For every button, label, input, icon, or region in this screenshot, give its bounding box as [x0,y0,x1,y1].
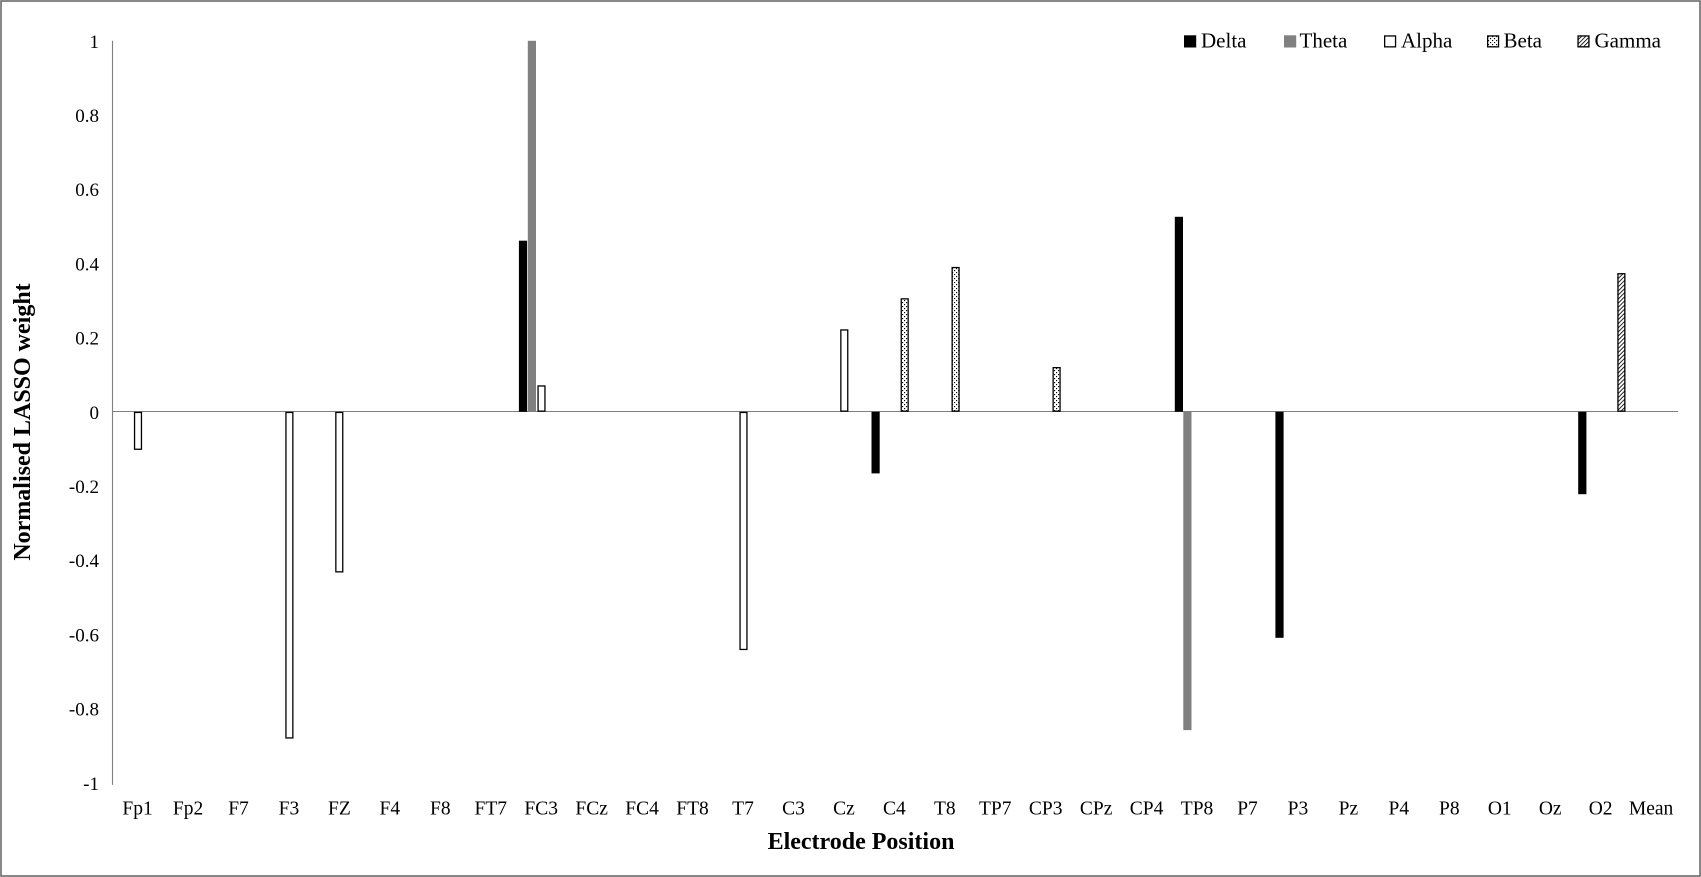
svg-text:-0.4: -0.4 [69,551,100,572]
svg-text:T8: T8 [934,799,956,820]
svg-text:P7: P7 [1237,799,1258,820]
svg-text:F7: F7 [228,799,249,820]
svg-text:0.6: 0.6 [75,180,99,201]
svg-text:CP4: CP4 [1130,799,1164,820]
svg-text:FC4: FC4 [625,799,659,820]
svg-text:Electrode Position: Electrode Position [768,829,955,855]
svg-text:P4: P4 [1389,799,1410,820]
svg-text:TP8: TP8 [1181,799,1214,820]
svg-text:Pz: Pz [1339,799,1359,820]
svg-text:Alpha: Alpha [1401,29,1453,53]
svg-text:F3: F3 [279,799,300,820]
svg-text:FC3: FC3 [524,799,558,820]
svg-text:-0.2: -0.2 [69,477,99,498]
svg-text:F4: F4 [380,799,401,820]
svg-text:0.2: 0.2 [75,329,99,350]
svg-text:0: 0 [90,403,100,424]
svg-text:C4: C4 [883,799,906,820]
svg-text:-0.6: -0.6 [69,625,99,646]
svg-text:Oz: Oz [1539,799,1562,820]
svg-text:FT7: FT7 [474,799,507,820]
svg-text:CPz: CPz [1080,799,1113,820]
svg-text:P3: P3 [1288,799,1309,820]
svg-text:FCz: FCz [575,799,608,820]
svg-text:Delta: Delta [1201,29,1247,53]
svg-text:Fp2: Fp2 [173,799,203,820]
svg-text:1: 1 [90,32,100,53]
svg-text:O2: O2 [1589,799,1613,820]
svg-text:Gamma: Gamma [1595,29,1662,53]
svg-text:P8: P8 [1439,799,1460,820]
svg-text:-0.8: -0.8 [69,700,99,721]
svg-text:0.8: 0.8 [75,106,99,127]
svg-text:0.4: 0.4 [75,254,99,275]
svg-text:Mean: Mean [1629,799,1674,820]
svg-text:T7: T7 [732,799,754,820]
svg-text:CP3: CP3 [1029,799,1063,820]
svg-text:FT8: FT8 [676,799,709,820]
svg-text:Theta: Theta [1300,29,1348,53]
svg-text:C3: C3 [782,799,805,820]
svg-text:F8: F8 [430,799,451,820]
svg-text:O1: O1 [1488,799,1512,820]
svg-text:TP7: TP7 [979,799,1012,820]
svg-text:Fp1: Fp1 [122,799,152,820]
svg-text:Beta: Beta [1504,29,1543,53]
svg-text:-1: -1 [83,774,99,795]
svg-text:Cz: Cz [833,799,855,820]
svg-text:Normalised LASSO weight: Normalised LASSO weight [10,283,36,560]
svg-text:FZ: FZ [328,799,351,820]
